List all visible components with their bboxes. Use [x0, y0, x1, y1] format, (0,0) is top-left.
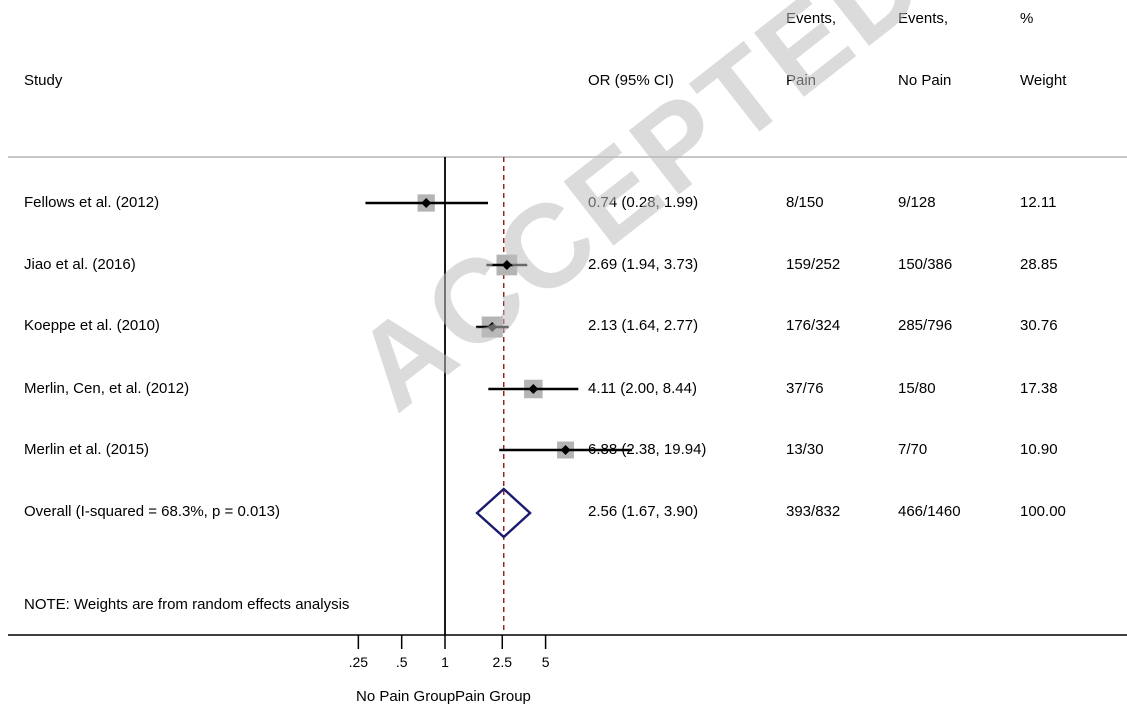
study-point-estimate: [560, 445, 571, 455]
x-label-right: Pain Group: [455, 688, 531, 705]
study-name: Merlin et al. (2015): [24, 441, 150, 458]
x-label-left: No Pain Group: [356, 688, 456, 705]
header-weight-line2: Weight: [1020, 72, 1067, 89]
overall-weight: 100.00: [1020, 503, 1066, 520]
events-nopain-value: 15/80: [898, 380, 936, 397]
x-tick-label: 5: [542, 654, 550, 670]
study-point-estimate: [528, 384, 539, 394]
events-nopain-value: 150/386: [898, 256, 953, 273]
weight-value: 28.85: [1020, 256, 1058, 273]
or-ci-value: 0.74 (0.28, 1.99): [588, 194, 699, 211]
header-study: Study: [24, 72, 63, 89]
events-nopain-value: 285/796: [898, 317, 953, 334]
or-ci-value: 4.11 (2.00, 8.44): [588, 380, 697, 397]
weight-value: 30.76: [1020, 317, 1058, 334]
overall-or-ci: 2.56 (1.67, 3.90): [588, 503, 699, 520]
study-point-estimate: [501, 260, 512, 270]
overall-diamond: [475, 487, 532, 539]
study-point-estimate: [421, 198, 432, 208]
overall-events-nopain: 466/1460: [898, 503, 961, 520]
study-name: Jiao et al. (2016): [24, 256, 136, 273]
events-nopain-value: 7/70: [898, 441, 928, 458]
events-nopain-value: 9/128: [898, 194, 936, 211]
study-point-estimate: [487, 322, 498, 332]
x-tick-label: 2.5: [493, 654, 513, 670]
weight-value: 10.90: [1020, 441, 1058, 458]
or-ci-value: 2.69 (1.94, 3.73): [588, 256, 699, 273]
header-events-pain-line1: Events,: [786, 10, 837, 27]
events-pain-value: 159/252: [786, 256, 841, 273]
header-weight-line1: %: [1020, 10, 1034, 27]
x-tick-label: .25: [349, 654, 369, 670]
events-pain-value: 8/150: [786, 194, 824, 211]
header-events-nopain-line2: No Pain: [898, 72, 952, 89]
events-pain-value: 176/324: [786, 317, 841, 334]
or-ci-value: 2.13 (1.64, 2.77): [588, 317, 699, 334]
header-events-nopain-line1: Events,: [898, 10, 949, 27]
forest-marks: [365, 157, 633, 635]
overall-events-pain: 393/832: [786, 503, 841, 520]
study-name: Fellows et al. (2012): [24, 194, 160, 211]
x-axis-ticks: .25 .5 1 2.5 5: [349, 635, 550, 670]
overall-label: Overall (I-squared = 68.3%, p = 0.013): [24, 503, 280, 520]
x-tick-label: .5: [396, 654, 408, 670]
events-pain-value: 13/30: [786, 441, 824, 458]
or-ci-value: 6.88 (2.38, 19.94): [588, 441, 707, 458]
weight-value: 17.38: [1020, 380, 1058, 397]
events-pain-value: 37/76: [786, 380, 824, 397]
weight-value: 12.11: [1020, 194, 1057, 211]
study-name: Merlin, Cen, et al. (2012): [24, 380, 190, 397]
header-events-pain-line2: Pain: [786, 72, 817, 89]
study-name: Koeppe et al. (2010): [24, 317, 160, 334]
weights-note: NOTE: Weights are from random effects an…: [24, 596, 350, 613]
header-or-ci: OR (95% CI): [588, 72, 674, 89]
x-tick-label: 1: [441, 654, 449, 670]
